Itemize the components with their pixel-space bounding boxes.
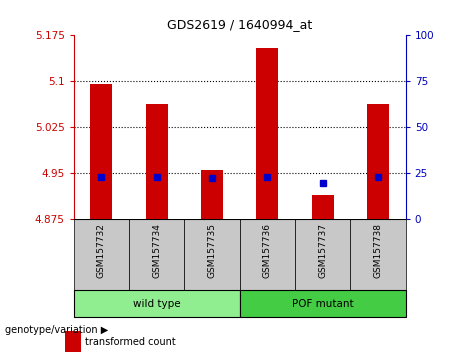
Bar: [74, 219, 129, 290]
Bar: [90, 85, 112, 219]
Text: GSM157734: GSM157734: [152, 223, 161, 278]
Text: POF mutant: POF mutant: [292, 298, 354, 309]
Bar: [74, 290, 240, 317]
Bar: [256, 48, 278, 219]
Bar: [201, 170, 223, 219]
Text: GSM157735: GSM157735: [207, 223, 217, 278]
Text: transformed count: transformed count: [85, 337, 176, 347]
Text: genotype/variation ▶: genotype/variation ▶: [5, 325, 108, 335]
Bar: [240, 290, 406, 317]
Bar: [129, 219, 184, 290]
Bar: [65, 331, 81, 352]
Bar: [295, 219, 350, 290]
Bar: [240, 219, 295, 290]
Text: GSM157737: GSM157737: [318, 223, 327, 278]
Text: GSM157732: GSM157732: [97, 223, 106, 278]
Bar: [146, 104, 168, 219]
Bar: [350, 219, 406, 290]
Bar: [312, 195, 334, 219]
Text: wild type: wild type: [133, 298, 181, 309]
Title: GDS2619 / 1640994_at: GDS2619 / 1640994_at: [167, 18, 313, 32]
Text: GSM157736: GSM157736: [263, 223, 272, 278]
Bar: [367, 104, 389, 219]
Text: GSM157738: GSM157738: [373, 223, 383, 278]
Bar: [184, 219, 240, 290]
